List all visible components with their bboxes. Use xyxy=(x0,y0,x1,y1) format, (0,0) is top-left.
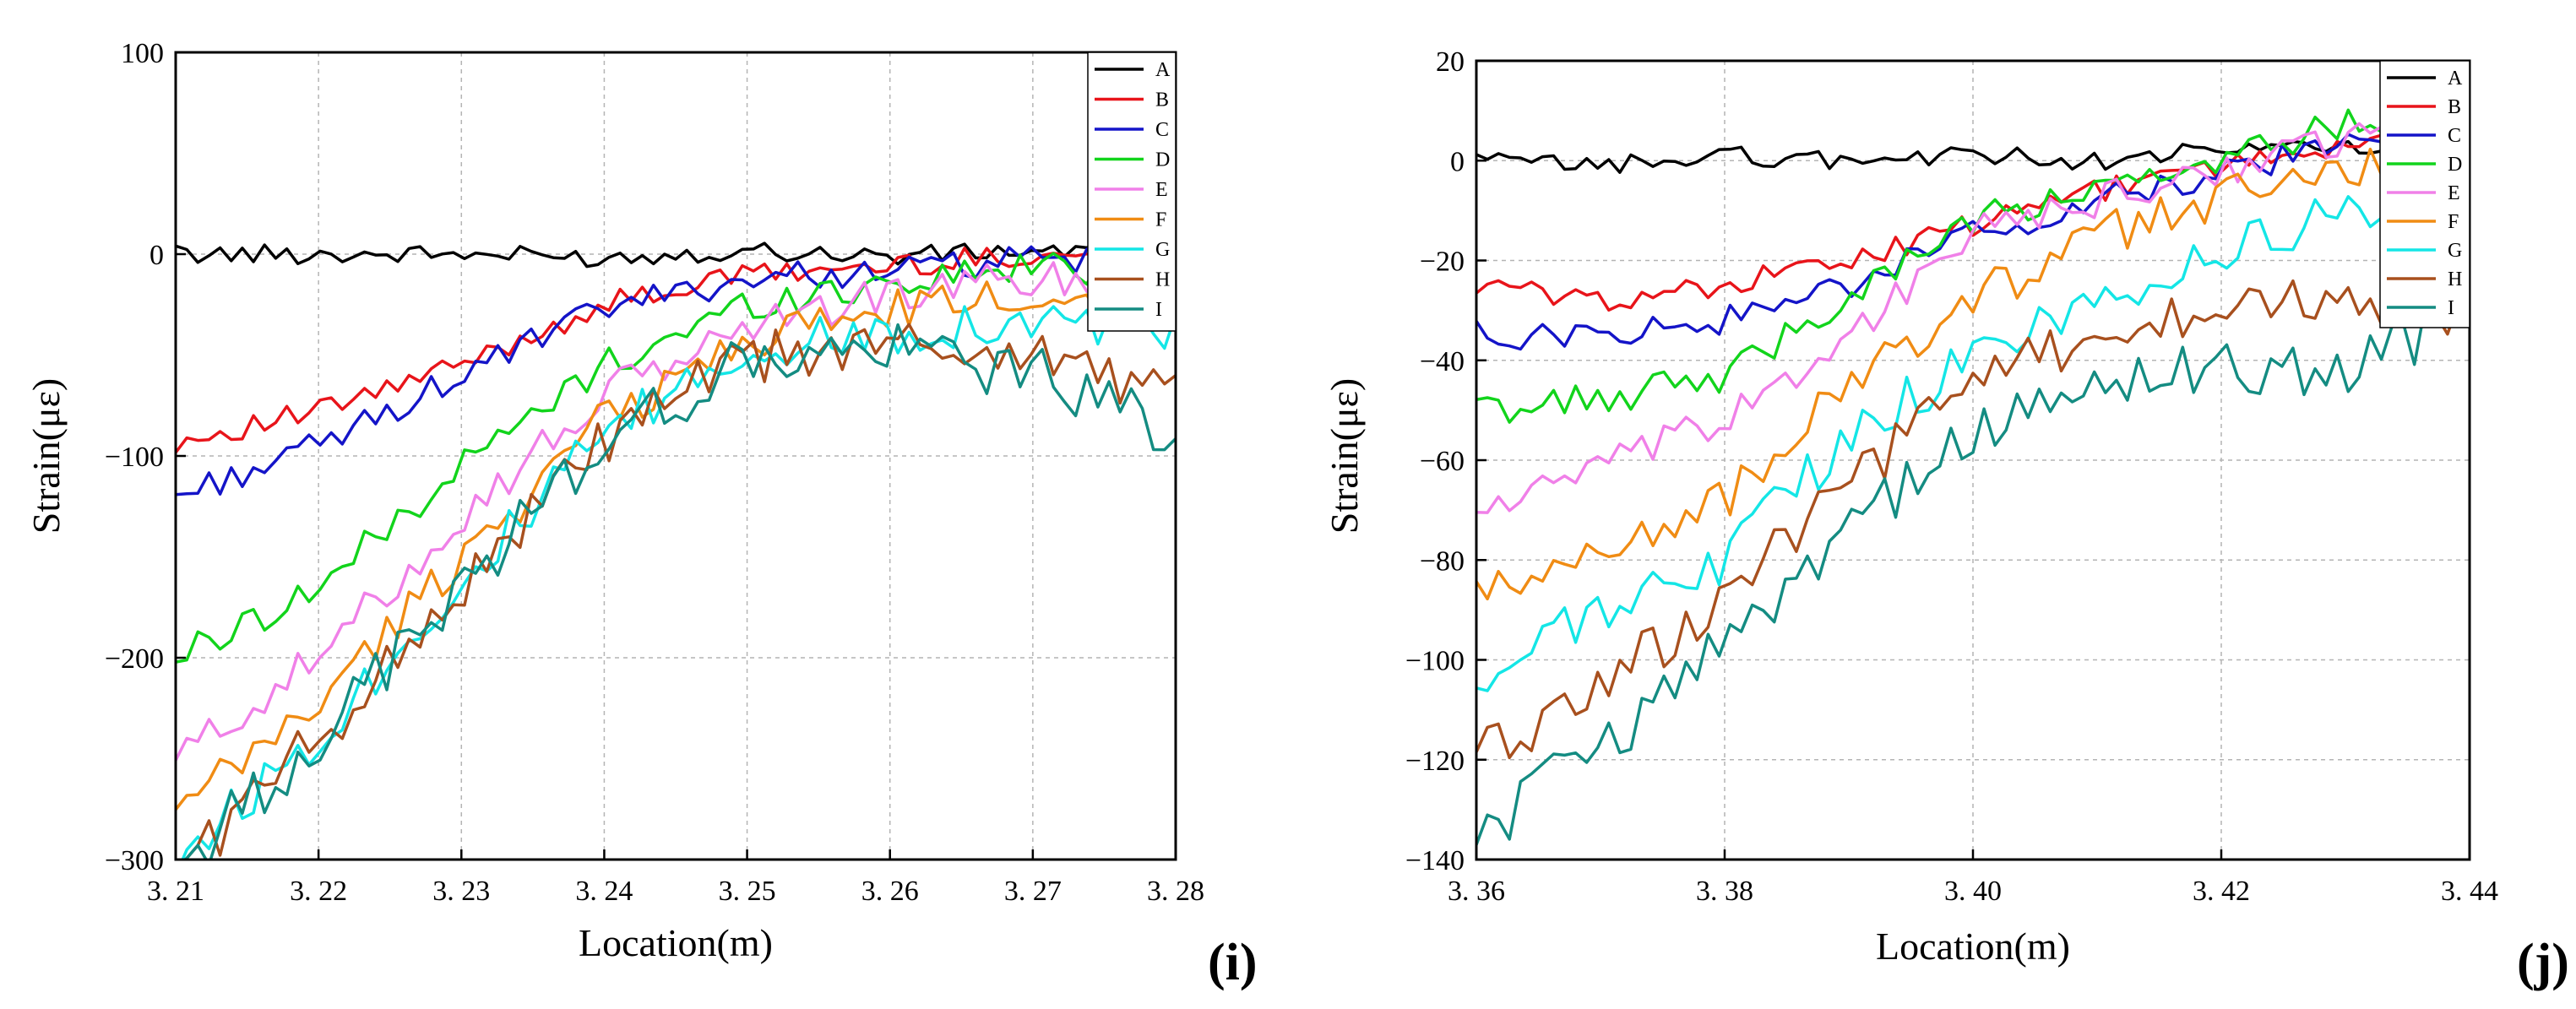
legend-label-C: C xyxy=(1155,119,1169,141)
legend-label-C: C xyxy=(2448,125,2461,147)
x-tick-label: 3. 23 xyxy=(432,876,490,907)
x-tick-label: 3. 40 xyxy=(1944,876,2002,907)
y-tick-label: 20 xyxy=(1436,46,1465,78)
legend-label-G: G xyxy=(2448,240,2462,262)
series-line-E xyxy=(176,261,1176,762)
legend-label-B: B xyxy=(2448,96,2461,118)
chart-panel-i: 3. 21 3. 22 3. 23 3. 24 3. 25 3. 26 3. 27 3. 28… xyxy=(24,38,1258,991)
y-tick-label: −100 xyxy=(105,442,164,473)
x-tick-label: 3. 36 xyxy=(1448,876,1505,907)
axis-ticks-j: 3. 36 3. 38 3. 40 3. 42 3. 44 20 0 −20 −40 −60 −80… xyxy=(1405,46,2498,907)
y-tick-label: −200 xyxy=(105,643,164,675)
grid-i xyxy=(176,52,1176,860)
series-line-A xyxy=(176,241,1176,269)
y-tick-label: 100 xyxy=(121,38,164,69)
legend-label-D: D xyxy=(1155,149,1170,171)
series-line-C xyxy=(176,245,1176,496)
x-tick-label: 3. 22 xyxy=(290,876,347,907)
x-tick-label: 3. 42 xyxy=(2193,876,2250,907)
y-tick-label: −120 xyxy=(1405,746,1465,777)
legend-label-D: D xyxy=(2448,154,2462,176)
legend-label-F: F xyxy=(2448,211,2459,233)
series-line-I xyxy=(1476,299,2470,846)
legend-label-E: E xyxy=(1155,179,1168,201)
x-tick-label: 3. 25 xyxy=(719,876,776,907)
x-tick-label: 3. 38 xyxy=(1696,876,1753,907)
y-tick-label: 0 xyxy=(1450,146,1465,177)
series-line-B xyxy=(1476,133,2470,312)
series-line-C xyxy=(1476,129,2470,351)
legend-label-B: B xyxy=(1155,90,1169,111)
y-tick-label: −20 xyxy=(1420,247,1465,278)
x-axis-title-j: Location(m) xyxy=(1876,925,2070,968)
series-lines-j xyxy=(1476,108,2470,846)
x-tick-label: 3. 26 xyxy=(861,876,919,907)
legend-label-I: I xyxy=(2448,297,2454,319)
y-tick-label: 0 xyxy=(149,240,164,271)
series-line-G xyxy=(181,302,1176,860)
axis-ticks-i: 3. 21 3. 22 3. 23 3. 24 3. 25 3. 26 3. 27 3. 28… xyxy=(105,38,1204,907)
series-line-H xyxy=(184,323,1176,860)
series-line-F xyxy=(176,280,1176,811)
x-tick-label: 3. 44 xyxy=(2441,876,2498,907)
x-tick-label: 3. 27 xyxy=(1004,876,1062,907)
y-tick-label: −100 xyxy=(1405,646,1465,677)
legend-label-A: A xyxy=(1155,59,1171,81)
x-tick-label: 3. 21 xyxy=(147,876,204,907)
y-tick-label: −60 xyxy=(1420,446,1465,477)
legend-label-F: F xyxy=(1155,209,1166,231)
x-tick-label: 3. 28 xyxy=(1147,876,1204,907)
series-line-B xyxy=(176,247,1176,454)
series-line-H xyxy=(1476,279,2470,760)
y-tick-label: −40 xyxy=(1420,346,1465,377)
panel-label-i: (i) xyxy=(1208,934,1258,991)
series-line-D xyxy=(176,252,1176,664)
series-line-A xyxy=(1476,139,2470,174)
series-line-E xyxy=(1476,122,2470,514)
y-tick-label: −80 xyxy=(1420,545,1465,577)
legend-label-G: G xyxy=(1155,239,1170,261)
legend-label-A: A xyxy=(2448,68,2463,90)
y-axis-title-i: Strain(με) xyxy=(24,378,68,534)
y-axis-title-j: Strain(με) xyxy=(1323,378,1366,534)
series-line-I xyxy=(182,323,1176,860)
legend-label-H: H xyxy=(2448,269,2462,290)
chart-panel-j: 3. 36 3. 38 3. 40 3. 42 3. 44 20 0 −20 −40 −60 −80… xyxy=(1323,46,2569,991)
series-line-F xyxy=(1476,147,2470,601)
legend-label-H: H xyxy=(1155,269,1170,291)
grid-j xyxy=(1476,61,2470,860)
panel-label-j: (j) xyxy=(2517,934,2569,991)
legend-label-E: E xyxy=(2448,182,2460,204)
y-tick-label: −300 xyxy=(105,845,164,876)
series-lines-i xyxy=(176,241,1176,860)
x-axis-title-i: Location(m) xyxy=(579,921,773,964)
y-tick-label: −140 xyxy=(1405,845,1465,876)
legend-label-I: I xyxy=(1155,299,1162,321)
x-tick-label: 3. 24 xyxy=(575,876,633,907)
series-line-G xyxy=(1476,195,2470,692)
